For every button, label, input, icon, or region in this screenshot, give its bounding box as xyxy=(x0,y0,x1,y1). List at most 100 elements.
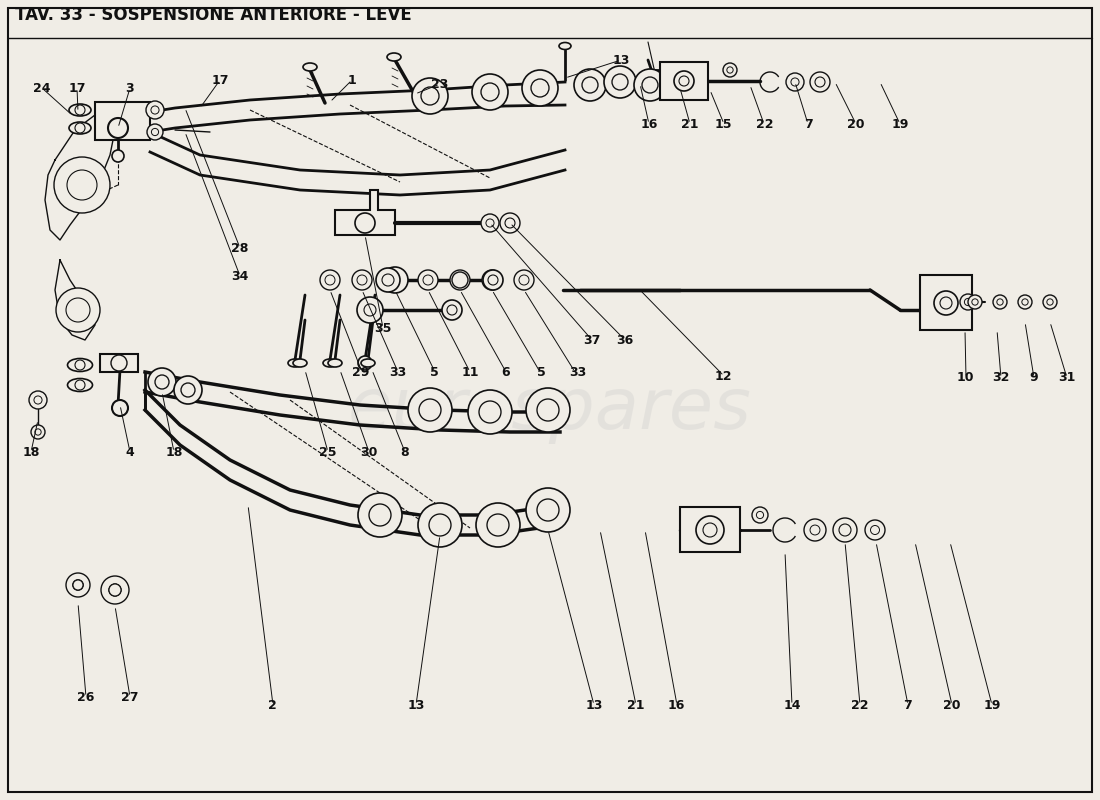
Circle shape xyxy=(723,63,737,77)
Circle shape xyxy=(152,128,158,135)
Ellipse shape xyxy=(293,359,307,367)
Text: 9: 9 xyxy=(1030,371,1038,384)
Circle shape xyxy=(418,270,438,290)
Circle shape xyxy=(358,297,383,323)
Circle shape xyxy=(155,375,169,389)
Text: 26: 26 xyxy=(77,691,95,704)
Text: 1: 1 xyxy=(348,74,356,86)
Circle shape xyxy=(424,275,433,285)
Circle shape xyxy=(109,584,121,596)
Circle shape xyxy=(421,87,439,105)
Text: 14: 14 xyxy=(783,699,801,712)
Circle shape xyxy=(34,396,42,404)
Circle shape xyxy=(506,218,515,227)
Circle shape xyxy=(75,380,85,390)
Text: 7: 7 xyxy=(903,699,912,712)
Circle shape xyxy=(674,71,694,91)
Circle shape xyxy=(112,400,128,416)
Circle shape xyxy=(965,298,971,306)
Circle shape xyxy=(31,425,45,439)
Text: 13: 13 xyxy=(613,54,630,66)
Circle shape xyxy=(182,383,195,397)
Circle shape xyxy=(810,525,820,535)
Circle shape xyxy=(791,78,799,86)
Text: 6: 6 xyxy=(502,366,510,378)
Text: 21: 21 xyxy=(627,699,645,712)
Circle shape xyxy=(870,526,880,534)
Circle shape xyxy=(472,74,508,110)
Circle shape xyxy=(324,275,336,285)
Text: 20: 20 xyxy=(847,118,865,130)
Circle shape xyxy=(66,573,90,597)
Circle shape xyxy=(1018,295,1032,309)
Text: 16: 16 xyxy=(668,699,685,712)
Bar xyxy=(95,102,150,140)
Circle shape xyxy=(418,503,462,547)
Circle shape xyxy=(582,77,598,93)
Circle shape xyxy=(514,270,534,290)
Circle shape xyxy=(703,523,717,537)
Circle shape xyxy=(447,305,456,315)
Circle shape xyxy=(412,78,448,114)
Circle shape xyxy=(429,514,451,536)
Ellipse shape xyxy=(361,359,375,367)
Circle shape xyxy=(522,70,558,106)
Text: 5: 5 xyxy=(537,366,546,378)
Text: 27: 27 xyxy=(121,691,139,704)
Circle shape xyxy=(500,213,520,233)
Circle shape xyxy=(574,69,606,101)
Circle shape xyxy=(476,503,520,547)
Circle shape xyxy=(146,101,164,119)
Circle shape xyxy=(320,270,340,290)
Circle shape xyxy=(452,272,468,288)
Circle shape xyxy=(376,268,400,292)
Circle shape xyxy=(112,150,124,162)
Text: TAV. 33 - SOSPENSIONE ANTERIORE - LEVE: TAV. 33 - SOSPENSIONE ANTERIORE - LEVE xyxy=(15,6,411,24)
Circle shape xyxy=(481,83,499,101)
Text: 12: 12 xyxy=(715,370,733,382)
Circle shape xyxy=(968,295,982,309)
Circle shape xyxy=(634,69,665,101)
Circle shape xyxy=(839,524,851,536)
Circle shape xyxy=(833,518,857,542)
Circle shape xyxy=(358,493,402,537)
Text: 19: 19 xyxy=(891,118,909,130)
Circle shape xyxy=(382,267,408,293)
Text: 30: 30 xyxy=(360,446,377,458)
Circle shape xyxy=(73,579,84,590)
Circle shape xyxy=(604,66,636,98)
Circle shape xyxy=(368,504,390,526)
Circle shape xyxy=(752,507,768,523)
Circle shape xyxy=(358,356,372,370)
Text: 34: 34 xyxy=(231,270,249,282)
Circle shape xyxy=(355,213,375,233)
Ellipse shape xyxy=(288,359,302,367)
Circle shape xyxy=(56,288,100,332)
Text: 19: 19 xyxy=(983,699,1001,712)
Text: 24: 24 xyxy=(33,82,51,94)
Text: 33: 33 xyxy=(569,366,586,378)
Circle shape xyxy=(486,219,494,227)
Circle shape xyxy=(487,275,497,285)
Circle shape xyxy=(526,388,570,432)
Circle shape xyxy=(960,294,976,310)
Text: 22: 22 xyxy=(851,699,869,712)
Text: 37: 37 xyxy=(583,334,601,346)
Circle shape xyxy=(54,157,110,213)
Circle shape xyxy=(487,514,509,536)
Ellipse shape xyxy=(302,63,317,71)
Text: 21: 21 xyxy=(681,118,698,130)
Circle shape xyxy=(382,274,394,286)
Circle shape xyxy=(483,270,503,290)
Ellipse shape xyxy=(67,358,92,371)
Circle shape xyxy=(537,399,559,421)
Circle shape xyxy=(419,399,441,421)
Text: 18: 18 xyxy=(22,446,40,458)
Bar xyxy=(100,354,138,372)
Circle shape xyxy=(390,275,400,285)
Circle shape xyxy=(810,72,830,92)
Text: 28: 28 xyxy=(231,242,249,254)
Circle shape xyxy=(934,291,958,315)
Circle shape xyxy=(450,270,470,290)
Circle shape xyxy=(75,123,85,133)
